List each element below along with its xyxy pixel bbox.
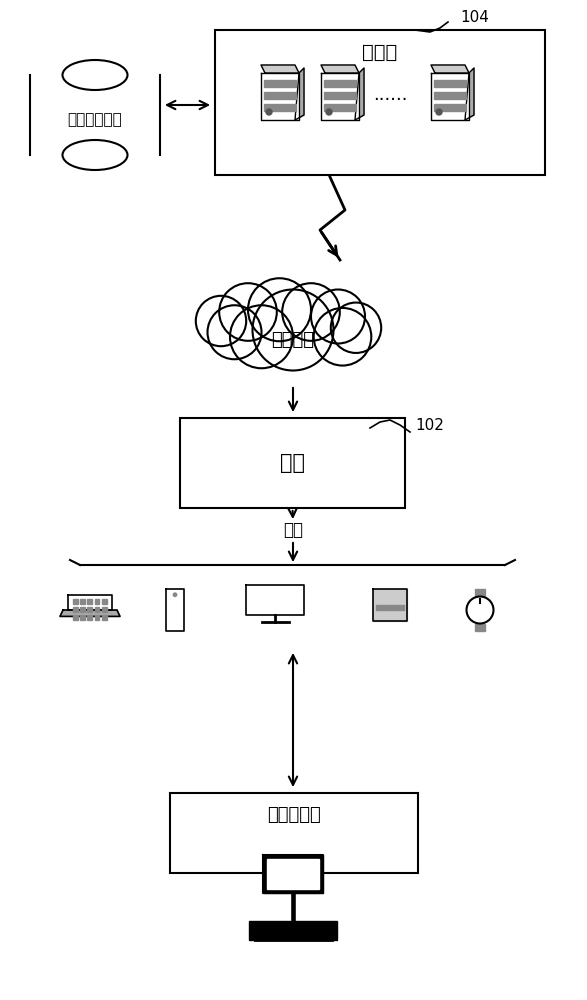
Polygon shape xyxy=(60,610,120,616)
Bar xyxy=(215,30,545,175)
Circle shape xyxy=(219,283,277,341)
Circle shape xyxy=(467,596,494,624)
Text: 终端: 终端 xyxy=(280,453,305,473)
Polygon shape xyxy=(261,73,299,120)
Polygon shape xyxy=(434,104,466,111)
Polygon shape xyxy=(465,68,474,120)
Bar xyxy=(170,793,418,873)
Text: 102: 102 xyxy=(415,418,444,433)
Polygon shape xyxy=(431,73,469,120)
Polygon shape xyxy=(87,615,92,620)
Polygon shape xyxy=(264,104,296,111)
Polygon shape xyxy=(80,615,85,620)
Polygon shape xyxy=(475,589,485,596)
Polygon shape xyxy=(166,589,184,631)
Polygon shape xyxy=(324,104,356,111)
Polygon shape xyxy=(261,65,299,73)
Polygon shape xyxy=(87,599,92,604)
Polygon shape xyxy=(102,607,107,612)
Bar xyxy=(30,75,160,155)
Circle shape xyxy=(196,296,246,346)
Polygon shape xyxy=(246,585,304,615)
Polygon shape xyxy=(324,92,356,99)
Polygon shape xyxy=(80,607,85,612)
Text: 例如: 例如 xyxy=(283,521,303,539)
Text: 104: 104 xyxy=(460,10,489,25)
Polygon shape xyxy=(249,920,337,940)
Polygon shape xyxy=(73,615,78,620)
Text: 数据存储系统: 数据存储系统 xyxy=(68,112,122,127)
Polygon shape xyxy=(267,859,319,889)
Text: 自动测试机: 自动测试机 xyxy=(267,806,321,824)
Polygon shape xyxy=(376,605,404,610)
Circle shape xyxy=(326,109,332,115)
Circle shape xyxy=(313,308,372,366)
Circle shape xyxy=(266,109,272,115)
Polygon shape xyxy=(68,595,112,610)
Circle shape xyxy=(436,109,442,115)
Circle shape xyxy=(230,305,293,368)
Polygon shape xyxy=(73,607,78,612)
Circle shape xyxy=(252,290,333,370)
Polygon shape xyxy=(321,73,359,120)
Polygon shape xyxy=(263,854,323,893)
Circle shape xyxy=(331,303,381,353)
Polygon shape xyxy=(80,599,85,604)
Polygon shape xyxy=(434,92,466,99)
Polygon shape xyxy=(102,615,107,620)
Polygon shape xyxy=(73,599,78,604)
Ellipse shape xyxy=(62,140,127,170)
Circle shape xyxy=(311,290,365,344)
Polygon shape xyxy=(95,615,99,620)
Circle shape xyxy=(248,278,311,341)
Polygon shape xyxy=(324,80,356,87)
Text: ......: ...... xyxy=(373,86,407,104)
Polygon shape xyxy=(373,589,407,621)
Polygon shape xyxy=(264,92,296,99)
Polygon shape xyxy=(264,80,296,87)
Ellipse shape xyxy=(62,60,127,90)
Polygon shape xyxy=(95,607,99,612)
Circle shape xyxy=(207,305,261,359)
Polygon shape xyxy=(95,599,99,604)
Polygon shape xyxy=(321,65,359,73)
Polygon shape xyxy=(431,65,469,73)
Polygon shape xyxy=(295,68,304,120)
Polygon shape xyxy=(87,607,92,612)
Polygon shape xyxy=(434,80,466,87)
Bar xyxy=(180,418,405,508)
Text: 通信网络: 通信网络 xyxy=(272,331,315,349)
Polygon shape xyxy=(102,599,107,604)
Circle shape xyxy=(282,283,340,341)
Polygon shape xyxy=(475,624,485,631)
Polygon shape xyxy=(355,68,364,120)
Circle shape xyxy=(173,593,177,596)
Text: 服务器: 服务器 xyxy=(362,42,397,62)
